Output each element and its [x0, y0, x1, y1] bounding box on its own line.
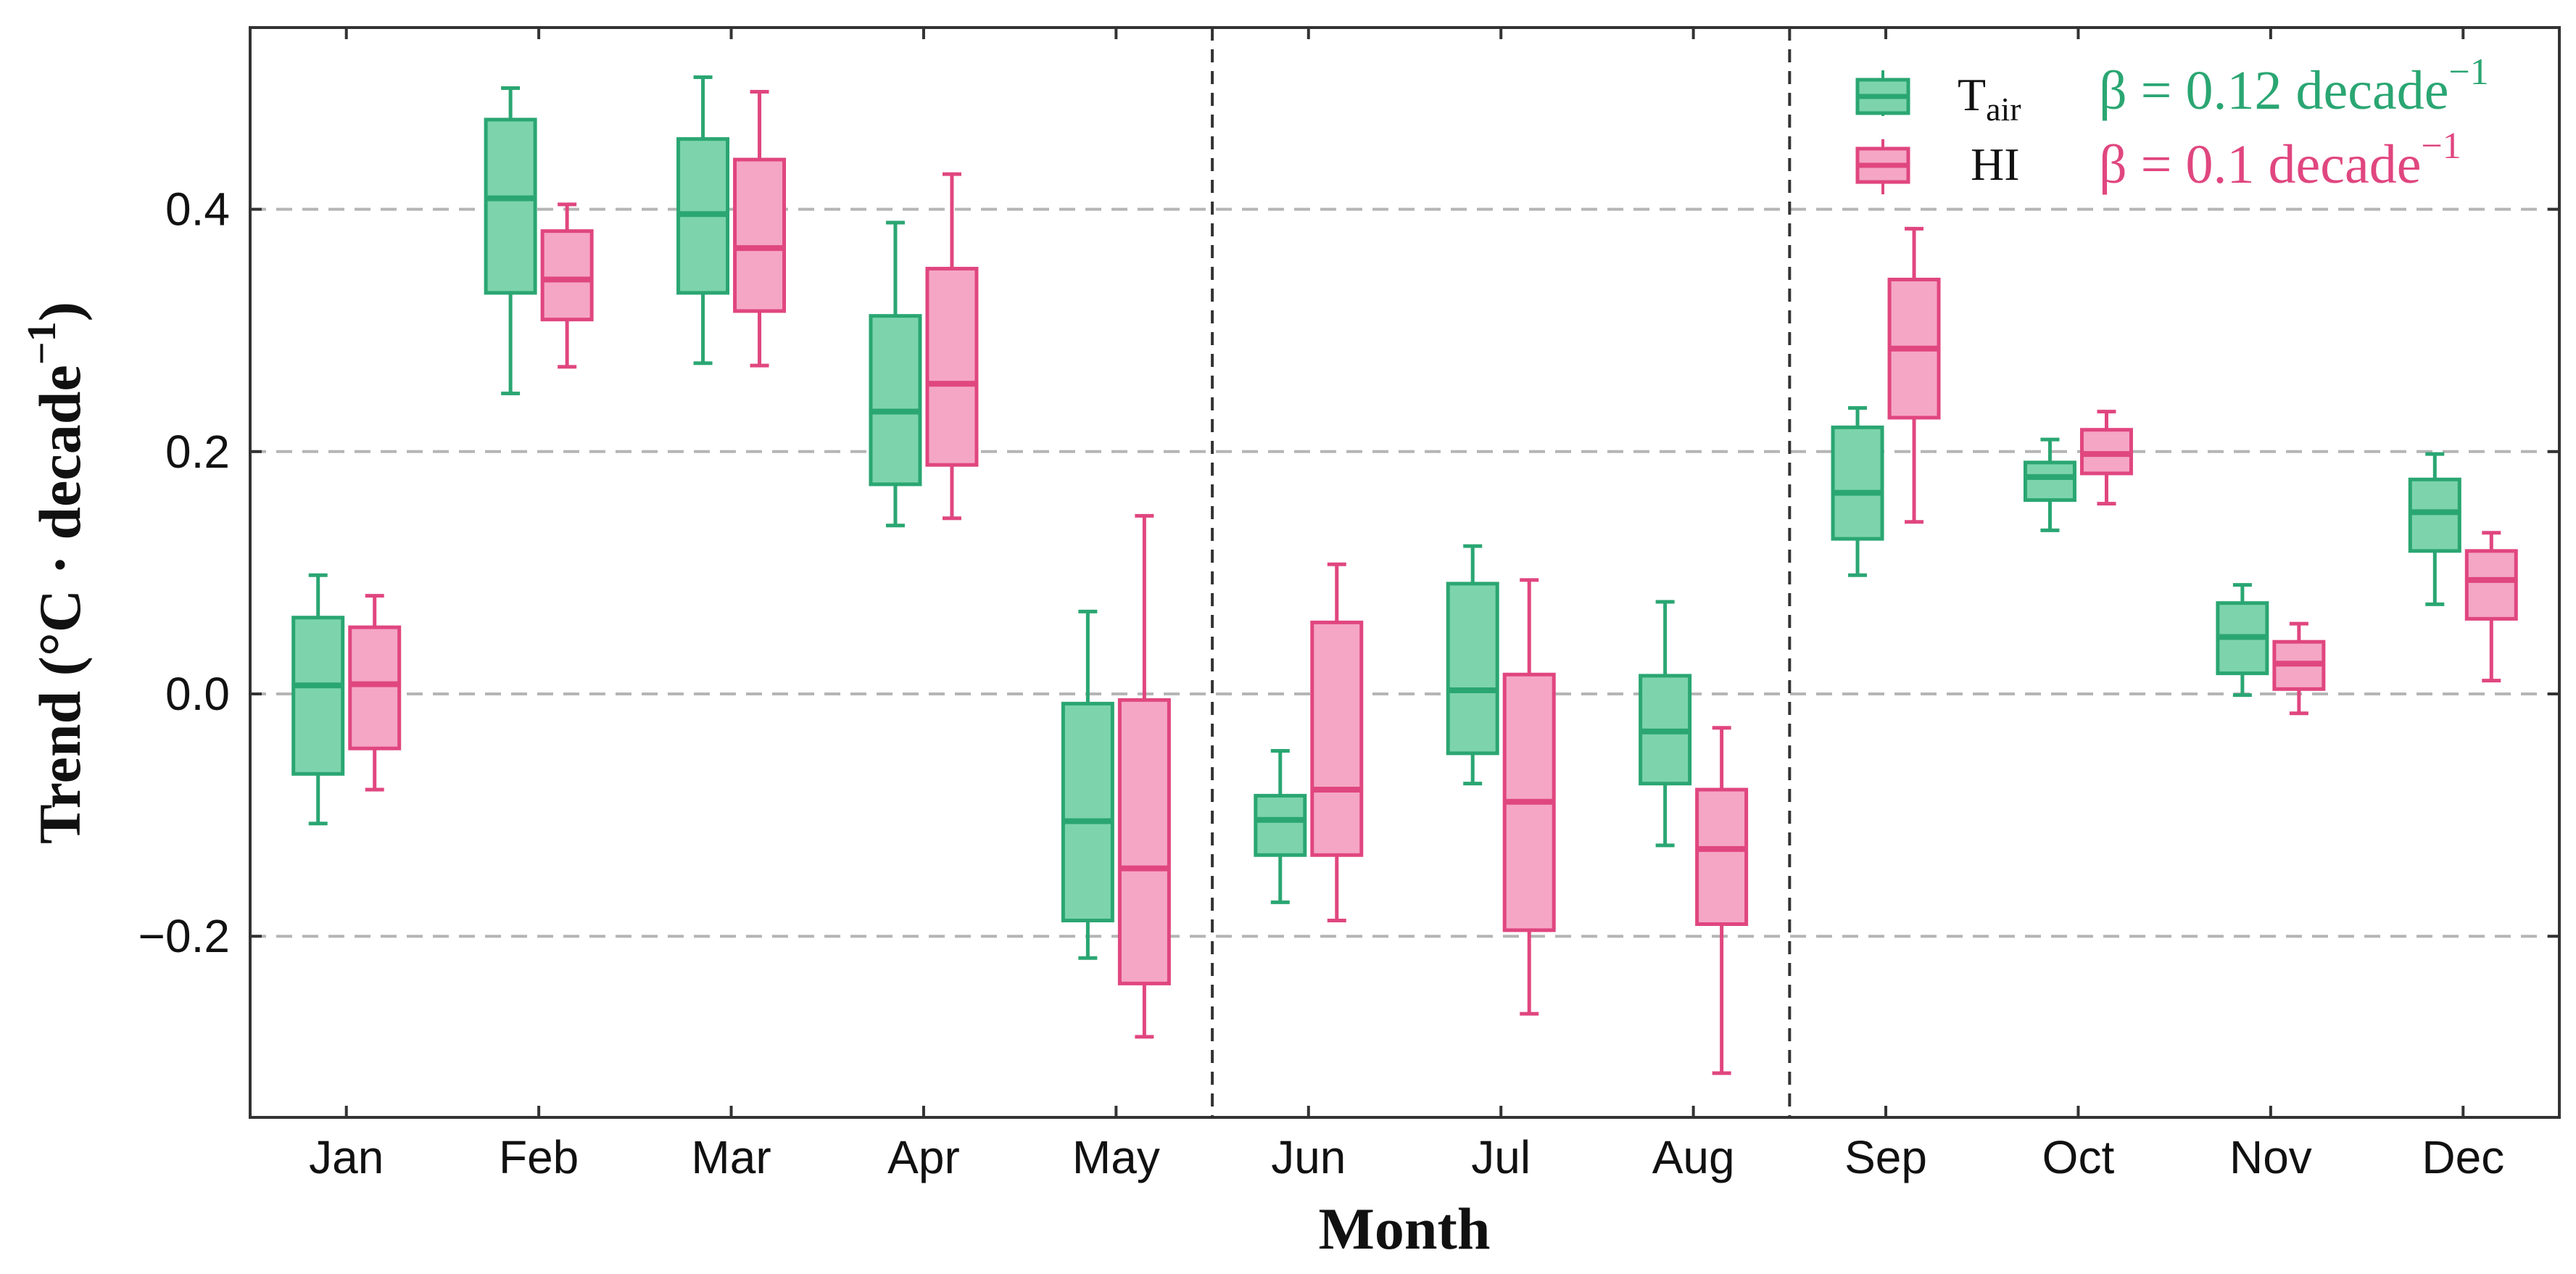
x-tick-label: Feb: [499, 1131, 579, 1183]
box-iqr: [1254, 793, 1307, 857]
legend-tair-label: Tair: [1958, 69, 2021, 128]
legend-entry-tair: Tair β = 0.12 decade−1: [1855, 51, 2489, 128]
x-tick-label: Apr: [887, 1131, 960, 1183]
box-hi-aug: [1695, 726, 1749, 1075]
box-hi-jun: [1310, 562, 1364, 922]
box-tair-nov: [2216, 583, 2269, 698]
box-iqr: [925, 266, 979, 467]
box-hi-may: [1117, 513, 1171, 1039]
x-tick-label: Aug: [1652, 1131, 1735, 1183]
box-tair-sep: [1831, 406, 1884, 577]
x-tick-label: Jun: [1271, 1131, 1346, 1183]
legend-entry-hi: HI β = 0.1 decade−1: [1855, 125, 2461, 195]
x-tick-label: May: [1072, 1131, 1160, 1183]
x-tick-label: Dec: [2422, 1131, 2504, 1183]
beta-hi-sup: −1: [2421, 125, 2461, 167]
box-tair-aug: [1639, 600, 1692, 848]
y-axis-title-close: ): [27, 302, 93, 321]
beta-tair-sup: −1: [2448, 51, 2488, 93]
x-tick-label: Jul: [1471, 1131, 1531, 1183]
y-axis-title-sup: −1: [20, 321, 65, 365]
beta-hi: β = 0.1 decade−1: [2099, 125, 2461, 195]
legend-tair-label-main: T: [1958, 69, 1986, 120]
plot-frame: [249, 26, 2561, 1119]
x-tick-label: Nov: [2229, 1131, 2312, 1183]
box-tair-jan: [291, 573, 345, 826]
box-iqr: [733, 157, 787, 313]
box-hi-jul: [1502, 578, 1556, 1016]
box-hi-mar: [733, 90, 787, 368]
box-tair-dec: [2408, 452, 2461, 606]
beta-hi-main: β = 0.1 decade: [2099, 134, 2421, 195]
box-iqr: [540, 229, 594, 322]
box-iqr: [348, 625, 402, 750]
x-tick-label: Sep: [1844, 1131, 1927, 1183]
box-iqr: [1695, 787, 1749, 926]
box-iqr: [2464, 549, 2518, 621]
box-iqr: [291, 616, 345, 776]
box-tair-apr: [869, 220, 922, 528]
box-tair-mar: [676, 75, 730, 365]
beta-tair-main: β = 0.12 decade: [2099, 60, 2448, 121]
box-hi-oct: [2079, 410, 2133, 506]
box-tair-may: [1061, 609, 1114, 960]
box-hi-dec: [2464, 531, 2518, 683]
box-tair-jul: [1446, 544, 1499, 786]
box-iqr: [1061, 701, 1114, 922]
y-axis-title: Trend (°C · decade−1): [20, 302, 93, 844]
y-tick-label: −0.2: [138, 910, 230, 962]
axis-ticks: −0.2 0.0 0.2 0.4 Jan Feb Mar Apr May Jun Jul Aug Sep…: [138, 28, 2559, 1183]
box-series: [291, 75, 2518, 1075]
legend-hi-label: HI: [1971, 138, 2020, 190]
y-tick-label: 0.2: [165, 426, 230, 478]
box-iqr: [2408, 477, 2461, 553]
y-tick-label: 0.4: [165, 183, 230, 236]
box-iqr: [1310, 620, 1364, 857]
box-tair-jun: [1254, 749, 1307, 904]
x-axis-title: Month: [1319, 1196, 1491, 1262]
box-hi-jan: [348, 594, 402, 792]
grid-lines: [250, 207, 2559, 938]
box-iqr: [869, 314, 922, 487]
box-iqr: [1117, 698, 1171, 985]
box-iqr: [1446, 582, 1499, 756]
x-tick-label: Oct: [2042, 1131, 2115, 1183]
x-tick-label: Jan: [309, 1131, 384, 1183]
box-iqr: [1831, 425, 1884, 541]
box-iqr: [484, 117, 537, 295]
box-hi-apr: [925, 172, 979, 521]
box-tair-feb: [484, 86, 537, 396]
box-hi-sep: [1887, 226, 1941, 524]
beta-tair: β = 0.12 decade−1: [2099, 51, 2489, 121]
y-axis-title-main: Trend (°C · decade: [27, 365, 93, 844]
box-tair-oct: [2023, 437, 2076, 532]
legend: Tair β = 0.12 decade−1 HI β = 0.1 decade…: [1855, 51, 2489, 195]
box-hi-nov: [2272, 621, 2326, 716]
box-hi-feb: [540, 202, 594, 369]
box-iqr: [2023, 460, 2076, 502]
x-tick-label: Mar: [691, 1131, 771, 1183]
y-tick-label: 0.0: [165, 668, 230, 720]
legend-tair-label-sub: air: [1986, 91, 2021, 128]
season-separators: [1211, 28, 1792, 1117]
